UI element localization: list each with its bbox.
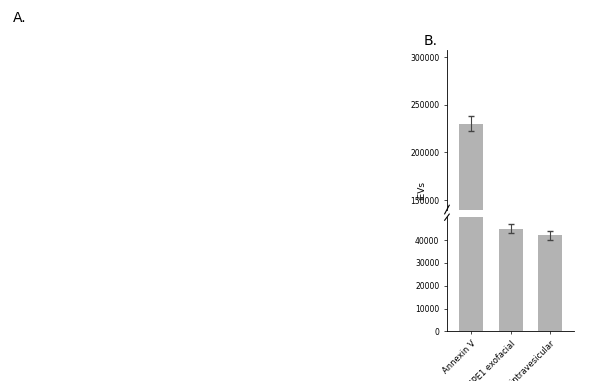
- Bar: [459, 124, 482, 343]
- Bar: [459, 0, 482, 331]
- Text: B.: B.: [423, 34, 437, 48]
- Bar: [498, 229, 523, 331]
- Bar: [539, 235, 562, 331]
- Bar: [539, 303, 562, 343]
- Text: iEVs: iEVs: [417, 181, 427, 200]
- Bar: [498, 300, 523, 343]
- Text: A.: A.: [13, 11, 27, 26]
